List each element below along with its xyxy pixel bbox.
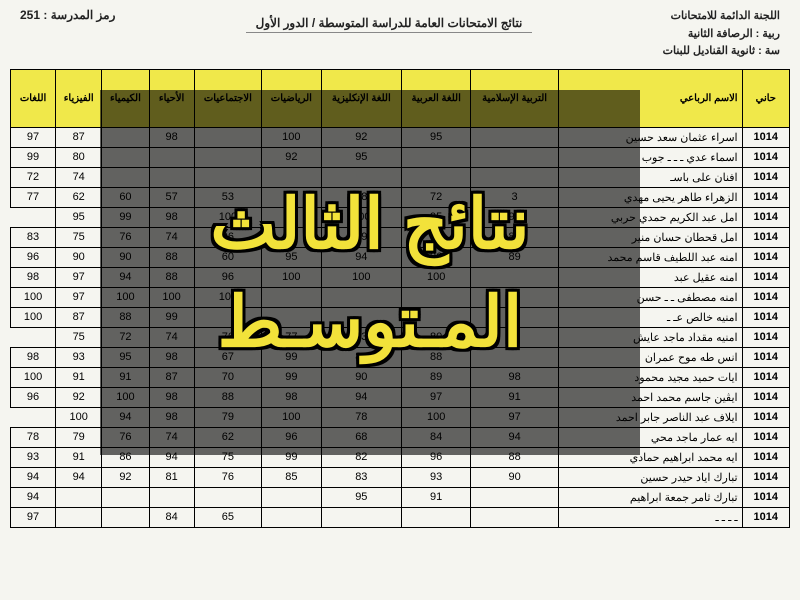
title-overlay: نتائج الثالث المـتوسـط (100, 90, 640, 455)
score-cell: 100 (11, 307, 56, 327)
score-cell: 100 (56, 407, 102, 427)
score-cell: 83 (11, 227, 56, 247)
col-header: حاني (742, 69, 789, 127)
score-cell: 78 (11, 427, 56, 447)
score-cell: 91 (402, 487, 471, 507)
school-code-value: 251 (20, 8, 40, 22)
score-cell: 87 (56, 307, 102, 327)
score-cell: 94 (11, 467, 56, 487)
score-cell (471, 507, 559, 527)
header-right-block: اللجنة الدائمة للامتحانات ربية : الرصافة… (663, 8, 780, 61)
exam-code-cell: 1014 (742, 487, 789, 507)
school-code-label: رمز المدرسة : (43, 8, 115, 22)
score-cell: 95 (321, 487, 401, 507)
score-cell: 98 (11, 267, 56, 287)
exam-code-cell: 1014 (742, 187, 789, 207)
score-cell (56, 507, 102, 527)
score-cell: 77 (11, 187, 56, 207)
score-cell (471, 487, 559, 507)
score-cell: 65 (194, 507, 262, 527)
score-cell: 93 (11, 447, 56, 467)
exam-code-cell: 1014 (742, 227, 789, 247)
committee-line: اللجنة الدائمة للامتحانات (663, 8, 780, 26)
school-line: سة : ثانوية القناديل للبنات (663, 43, 780, 61)
score-cell: 87 (56, 127, 102, 147)
score-cell: 100 (11, 287, 56, 307)
score-cell: 91 (56, 447, 102, 467)
score-cell (262, 507, 321, 527)
student-name-cell: ـ ـ ـ ـ (558, 507, 742, 527)
score-cell: 94 (11, 487, 56, 507)
directorate-line: ربية : الرصافة الثانية (663, 26, 780, 44)
score-cell: 96 (11, 247, 56, 267)
table-row: 1014ـ ـ ـ ـ 6584 97 (11, 507, 790, 527)
exam-code-cell: 1014 (742, 327, 789, 347)
score-cell (56, 487, 102, 507)
score-cell: 97 (11, 127, 56, 147)
score-cell: 97 (56, 287, 102, 307)
score-cell: 94 (56, 467, 102, 487)
score-cell: 72 (11, 167, 56, 187)
score-cell: 84 (149, 507, 194, 527)
exam-code-cell: 1014 (742, 147, 789, 167)
score-cell: 93 (402, 467, 471, 487)
exam-code-cell: 1014 (742, 447, 789, 467)
exam-code-cell: 1014 (742, 467, 789, 487)
score-cell: 92 (102, 467, 149, 487)
score-cell (402, 507, 471, 527)
score-cell: 85 (262, 467, 321, 487)
exam-code-cell: 1014 (742, 387, 789, 407)
score-cell: 100 (11, 367, 56, 387)
exam-code-cell: 1014 (742, 207, 789, 227)
score-cell: 75 (56, 327, 102, 347)
table-row: 1014تبارك اياد حيدر حسين9093838576819294… (11, 467, 790, 487)
school-code-block: رمز المدرسة : 251 (20, 8, 115, 22)
exam-code-cell: 1014 (742, 127, 789, 147)
exam-code-cell: 1014 (742, 347, 789, 367)
score-cell: 79 (56, 427, 102, 447)
score-cell: 90 (471, 467, 559, 487)
col-header: اللغات (11, 69, 56, 127)
exam-code-cell: 1014 (742, 507, 789, 527)
score-cell: 74 (56, 167, 102, 187)
score-cell: 98 (11, 347, 56, 367)
exam-code-cell: 1014 (742, 167, 789, 187)
score-cell (194, 487, 262, 507)
score-cell: 92 (56, 387, 102, 407)
table-row: 1014تبارك ثامر جمعة ابراهيم 9195 94 (11, 487, 790, 507)
exam-code-cell: 1014 (742, 407, 789, 427)
overlay-line-1: نتائج الثالث (210, 175, 529, 273)
score-cell: 81 (149, 467, 194, 487)
score-cell: 96 (11, 387, 56, 407)
exam-code-cell: 1014 (742, 267, 789, 287)
score-cell: 97 (11, 507, 56, 527)
col-header: الفيزياء (56, 69, 102, 127)
score-cell: 91 (56, 367, 102, 387)
score-cell: 97 (56, 267, 102, 287)
score-cell (102, 487, 149, 507)
score-cell (321, 507, 401, 527)
student-name-cell: تبارك اياد حيدر حسين (558, 467, 742, 487)
exam-code-cell: 1014 (742, 247, 789, 267)
document-header: اللجنة الدائمة للامتحانات ربية : الرصافة… (0, 0, 800, 65)
overlay-line-2: المـتوسـط (218, 273, 523, 371)
score-cell: 93 (56, 347, 102, 367)
score-cell (149, 487, 194, 507)
score-cell: 95 (56, 207, 102, 227)
exam-code-cell: 1014 (742, 307, 789, 327)
score-cell: 90 (56, 247, 102, 267)
score-cell (262, 487, 321, 507)
score-cell: 80 (56, 147, 102, 167)
score-cell (102, 507, 149, 527)
score-cell: 83 (321, 467, 401, 487)
exam-code-cell: 1014 (742, 427, 789, 447)
exam-code-cell: 1014 (742, 287, 789, 307)
student-name-cell: تبارك ثامر جمعة ابراهيم (558, 487, 742, 507)
exam-code-cell: 1014 (742, 367, 789, 387)
score-cell: 62 (56, 187, 102, 207)
score-cell: 76 (194, 467, 262, 487)
document-title: نتائج الامتحانات العامة للدراسة المتوسطة… (246, 12, 533, 33)
score-cell: 99 (11, 147, 56, 167)
score-cell: 75 (56, 227, 102, 247)
